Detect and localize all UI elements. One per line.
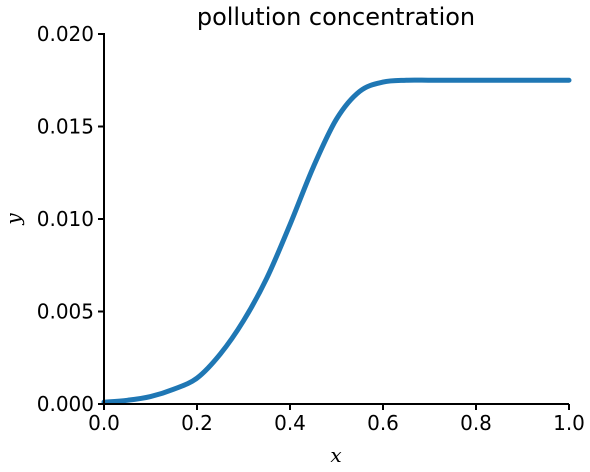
x-tick-label: 0.2	[181, 411, 213, 435]
y-tick-label: 0.000	[37, 392, 94, 416]
y-tick-label: 0.015	[37, 115, 94, 139]
x-tick-label: 0.8	[460, 411, 492, 435]
plot-area	[101, 77, 572, 405]
x-axis-ticks: 0.0 0.2 0.4 0.6 0.8 1.0	[88, 404, 585, 435]
y-tick-label: 0.020	[37, 22, 94, 46]
x-tick-label: 0.0	[88, 411, 120, 435]
y-tick-label: 0.005	[37, 300, 94, 324]
y-tick-label: 0.010	[37, 207, 94, 231]
x-tick-label: 0.6	[367, 411, 399, 435]
y-axis-ticks: 0.000 0.005 0.010 0.015 0.020	[37, 22, 104, 416]
x-tick-label: 1.0	[553, 411, 585, 435]
x-axis-label: x	[330, 443, 341, 467]
series-line-0	[101, 77, 572, 405]
y-axis-label: y	[1, 213, 25, 226]
chart-title: pollution concentration	[197, 3, 475, 31]
x-tick-label: 0.4	[274, 411, 306, 435]
